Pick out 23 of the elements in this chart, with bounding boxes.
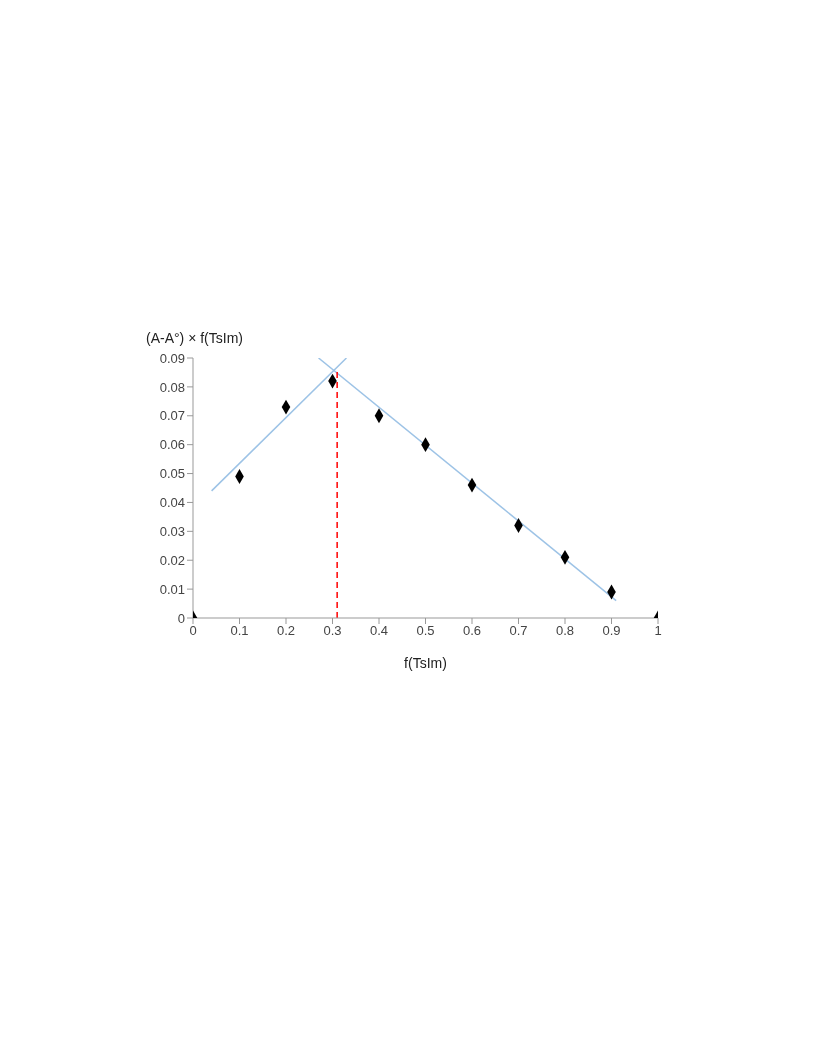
x-tick-label: 0.7	[509, 623, 528, 639]
y-tick-label: 0.01	[159, 581, 185, 597]
y-tick-label: 0.04	[159, 495, 185, 511]
x-tick-label: 0.4	[369, 623, 389, 639]
x-tick-label: 0.9	[602, 623, 621, 639]
y-tick-label: 0.09	[159, 350, 185, 366]
x-tick-label: 0	[189, 623, 197, 639]
x-tick-label: 0.2	[276, 623, 296, 639]
x-axis-title: f(TsIm)	[404, 655, 447, 671]
x-tick-label: 0.6	[462, 623, 482, 639]
y-tick-label: 0.02	[159, 552, 185, 568]
x-tick-label: 1	[654, 623, 662, 639]
y-tick-label: 0.05	[159, 466, 185, 482]
y-tick-label: 0	[177, 610, 185, 626]
x-tick-label: 0.8	[555, 623, 575, 639]
x-tick-label: 0.3	[323, 623, 342, 639]
y-tick-label: 0.03	[159, 523, 185, 539]
x-tick-label: 0.1	[230, 623, 249, 639]
y-tick-label: 0.08	[159, 379, 185, 395]
y-tick-label: 0.06	[159, 437, 185, 453]
y-axis-title: (A-A°) × f(TsIm)	[146, 330, 244, 346]
x-tick-label: 0.5	[416, 623, 435, 639]
y-tick-label: 0.07	[159, 408, 185, 424]
